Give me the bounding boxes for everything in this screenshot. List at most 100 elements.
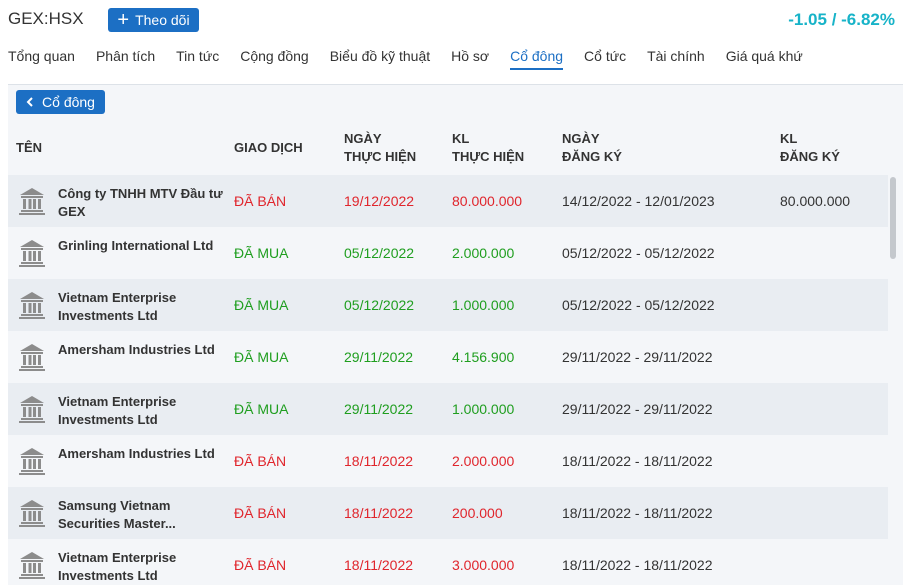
table-row[interactable]: Samsung Vietnam Securities Master... ĐÃ B… <box>8 487 888 539</box>
cell-volume: 200.000 <box>452 505 503 521</box>
follow-button[interactable]: + Theo dõi <box>108 8 199 32</box>
icon-cell <box>18 238 46 273</box>
bank-icon <box>19 292 45 319</box>
tab[interactable]: Phân tích <box>95 48 156 64</box>
holder-name: Vietnam Enterprise Investments Ltd <box>58 290 177 323</box>
price-change: -1.05 / -6.82% <box>788 10 895 29</box>
cell-volume: 2.000.000 <box>452 245 515 261</box>
cell-date: 05/12/2022 <box>344 245 415 261</box>
cell-volume: 80.000.000 <box>452 193 523 209</box>
cell-reg-date: 18/11/2022 - 18/11/2022 <box>562 453 713 469</box>
cell-date: 18/11/2022 <box>344 453 414 469</box>
icon-cell <box>18 186 46 221</box>
scrollbar[interactable] <box>890 177 896 259</box>
icon-cell <box>18 290 46 325</box>
column-header-line: THỰC HIỆN <box>452 149 525 164</box>
table-row[interactable]: Amersham Industries Ltd ĐÃ MUA 29/11/2022 4… <box>8 331 888 383</box>
column-header-line: ĐĂNG KÝ <box>562 149 622 164</box>
holder-name: Samsung Vietnam Securities Master... <box>58 498 176 531</box>
tab[interactable]: Cổ tức <box>584 48 627 64</box>
cell-reg-date: 29/11/2022 - 29/11/2022 <box>562 401 713 417</box>
column-header: KL THỰC HIỆN <box>452 130 524 166</box>
cell-date: 29/11/2022 <box>344 401 414 417</box>
tab[interactable]: Tin tức <box>176 48 220 64</box>
bank-icon <box>19 396 45 423</box>
column-header-line: TÊN <box>16 140 42 155</box>
table-row[interactable]: Vietnam Enterprise Investments Ltd ĐÃ MUA… <box>8 279 888 331</box>
holder-name: Grinling International Ltd <box>58 238 214 253</box>
column-header-line: KL <box>780 131 798 146</box>
icon-cell <box>18 342 46 377</box>
cell-action: ĐÃ BÁN <box>234 453 287 469</box>
column-header: NGÀY ĐĂNG KÝ <box>562 130 622 166</box>
icon-cell <box>18 550 46 585</box>
column-header: NGÀY THỰC HIỆN <box>344 130 416 166</box>
cell-volume: 1.000.000 <box>452 297 515 313</box>
column-header-line: THỰC HIỆN <box>344 149 417 164</box>
cell-date: 29/11/2022 <box>344 349 414 365</box>
column-header: GIAO DỊCH <box>234 139 303 157</box>
table-row[interactable]: Vietnam Enterprise Investments Ltd ĐÃ BÁN… <box>8 539 888 585</box>
cell-action: ĐÃ BÁN <box>234 557 287 573</box>
column-header: TÊN <box>16 139 42 157</box>
column-header-line: NGÀY <box>344 131 382 146</box>
tab[interactable]: Tài chính <box>647 48 705 64</box>
tab[interactable]: Giá quá khứ <box>725 48 803 64</box>
table-row[interactable]: Công ty TNHH MTV Đầu tư GEX ĐÃ BÁN 19/12/2… <box>8 175 888 227</box>
holder-name: Vietnam Enterprise Investments Ltd <box>58 394 177 427</box>
table-row[interactable]: Amersham Industries Ltd ĐÃ BÁN 18/11/2022 2… <box>8 435 888 487</box>
column-header: KL ĐĂNG KÝ <box>780 130 840 166</box>
symbol: GEX:HSX <box>8 9 84 28</box>
back-icon <box>26 97 33 107</box>
cell-date: 18/11/2022 <box>344 557 414 573</box>
cell-date: 19/12/2022 <box>344 193 415 209</box>
bank-icon <box>19 344 45 371</box>
cell-volume: 1.000.000 <box>452 401 515 417</box>
back-button[interactable]: Cổ đông <box>16 90 105 114</box>
column-header-line: GIAO DỊCH <box>234 140 303 155</box>
column-header-line: KL <box>452 131 470 146</box>
cell-volume: 3.000.000 <box>452 557 515 573</box>
icon-cell <box>18 446 46 481</box>
cell-reg-volume: 80.000.000 <box>780 193 851 209</box>
cell-action: ĐÃ MUA <box>234 349 289 365</box>
cell-reg-date: 18/11/2022 - 18/11/2022 <box>562 505 713 521</box>
bank-icon <box>19 448 45 475</box>
icon-cell <box>18 498 46 533</box>
follow-label: Theo dõi <box>135 12 190 28</box>
tab[interactable]: Cộng đồng <box>240 48 309 64</box>
tab[interactable]: Biểu đồ kỹ thuật <box>329 48 431 64</box>
back-label: Cổ đông <box>42 94 95 110</box>
bank-icon <box>19 500 45 527</box>
tab[interactable]: Tổng quan <box>8 48 75 64</box>
cell-date: 18/11/2022 <box>344 505 414 521</box>
tab[interactable]: Hồ sơ <box>451 48 490 64</box>
cell-action: ĐÃ MUA <box>234 401 289 417</box>
cell-reg-date: 14/12/2022 - 12/01/2023 <box>562 193 715 209</box>
bank-icon <box>19 188 45 215</box>
cell-reg-date: 05/12/2022 - 05/12/2022 <box>562 297 715 313</box>
cell-volume: 4.156.900 <box>452 349 515 365</box>
tab[interactable]: Cổ đông <box>510 48 564 70</box>
cell-reg-date: 29/11/2022 - 29/11/2022 <box>562 349 713 365</box>
holder-name: Amersham Industries Ltd <box>58 446 215 461</box>
holder-name: Amersham Industries Ltd <box>58 342 215 357</box>
cell-reg-date: 05/12/2022 - 05/12/2022 <box>562 245 715 261</box>
table-row[interactable]: Grinling International Ltd ĐÃ MUA 05/12/20… <box>8 227 888 279</box>
bank-icon <box>19 552 45 579</box>
holder-name: Công ty TNHH MTV Đầu tư GEX <box>58 186 223 219</box>
cell-action: ĐÃ MUA <box>234 297 289 313</box>
tab-bar: Tổng quan Phân tích Tin tức Cộng đồng Biểu đ… <box>8 48 803 70</box>
bank-icon <box>19 240 45 267</box>
cell-action: ĐÃ BÁN <box>234 193 287 209</box>
cell-action: ĐÃ MUA <box>234 245 289 261</box>
column-header-line: ĐĂNG KÝ <box>780 149 840 164</box>
holder-name: Vietnam Enterprise Investments Ltd <box>58 550 177 583</box>
cell-action: ĐÃ BÁN <box>234 505 287 521</box>
cell-date: 05/12/2022 <box>344 297 415 313</box>
column-header-line: NGÀY <box>562 131 600 146</box>
table-row[interactable]: Vietnam Enterprise Investments Ltd ĐÃ MUA… <box>8 383 888 435</box>
cell-reg-date: 18/11/2022 - 18/11/2022 <box>562 557 713 573</box>
icon-cell <box>18 394 46 429</box>
